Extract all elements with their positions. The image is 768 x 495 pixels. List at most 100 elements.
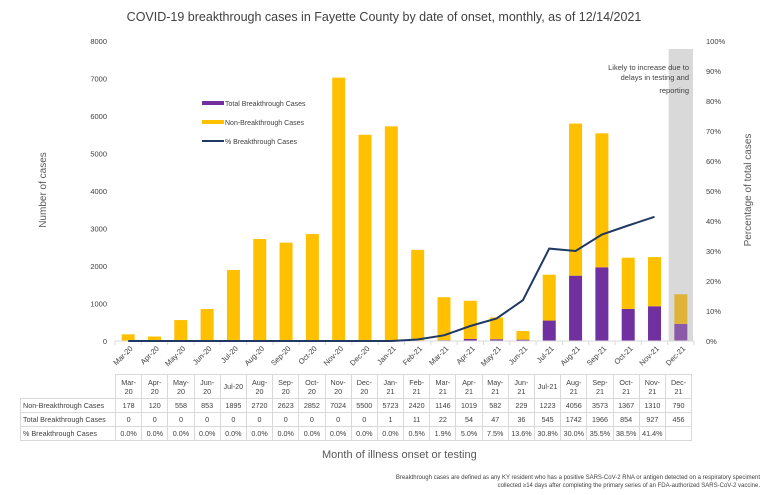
bar-non-breakthrough	[648, 257, 662, 307]
y2-tick-label: 90%	[706, 67, 721, 76]
y2-tick-label: 80%	[706, 97, 721, 106]
x-tick-label: Sep-21	[585, 344, 608, 367]
bar-non-breakthrough	[384, 126, 398, 341]
column-header: Mar- 20	[114, 374, 143, 399]
y-tick-label: 6000	[90, 112, 107, 121]
legend-label-pct: % Breakthrough Cases	[225, 139, 297, 146]
table-cell: 5500	[350, 398, 378, 413]
column-header: Mar- 21	[429, 374, 457, 399]
bar-non-breakthrough	[279, 242, 293, 341]
table-cell: 229	[507, 398, 536, 413]
table-cell: 0.0%	[193, 426, 221, 441]
table-cell: 1367	[612, 398, 640, 413]
column-header: Aug- 21	[560, 374, 588, 399]
table-cell: 0	[272, 412, 300, 427]
table-cell: 0.0%	[376, 426, 405, 441]
y-tick-label: 0	[103, 337, 107, 346]
y2-tick-label: 40%	[706, 217, 721, 226]
bar-non-breakthrough	[411, 249, 425, 341]
table-cell: 0	[114, 412, 143, 427]
legend: Total Breakthrough Cases Non-Breakthroug…	[202, 101, 306, 146]
bar-breakthrough	[463, 338, 477, 341]
table-cell: 790	[664, 398, 693, 413]
bar-non-breakthrough	[542, 274, 556, 321]
annotation: Likely to increase due to delays in test…	[608, 63, 689, 95]
column-header: Jun- 20	[193, 374, 221, 399]
x-tick-label: Jun-21	[507, 344, 530, 367]
table-row: Non-Breakthrough Cases 178 120 558 853 1895 27…	[20, 398, 693, 413]
y2-tick-label: 50%	[706, 187, 721, 196]
x-tick-label: Dec-21	[664, 344, 687, 367]
row-label: Total Breakthrough Cases	[20, 412, 116, 427]
bar-non-breakthrough	[121, 334, 135, 341]
table-cell: 41.4%	[638, 426, 666, 441]
y-axis-title: Number of cases	[38, 152, 49, 228]
column-header: Jun- 21	[507, 374, 536, 399]
table-cell: 1.9%	[429, 426, 457, 441]
table-cell: 30.0%	[560, 426, 588, 441]
data-table-header: Mar- 20 Apr- 20 May- 20 Jun- 20 Jul-20 Aug- 20 Sep-…	[20, 374, 693, 399]
x-tick-label: Nov-20	[322, 344, 345, 367]
data-table: Mar- 20 Apr- 20 May- 20 Jun- 20 Jul-20 Aug- 20 Sep-…	[20, 374, 693, 441]
bar-non-breakthrough	[147, 336, 161, 341]
annotation-line-3: reporting	[659, 86, 689, 95]
table-cell: 0	[219, 412, 247, 427]
table-cell: 1146	[429, 398, 457, 413]
legend-swatch-breakthrough	[202, 101, 224, 105]
table-cell: 0	[350, 412, 378, 427]
x-tick-label: May-21	[479, 344, 503, 368]
legend-label-breakthrough: Total Breakthrough Cases	[225, 101, 306, 108]
x-axis-labels: Mar-20 Apr-20 May-20 Jun-20 Jul-20 Aug-20 Sep-…	[111, 344, 687, 368]
column-header: Nov- 21	[638, 374, 666, 399]
column-header: Nov- 20	[324, 374, 352, 399]
x-tick-label: Sep-20	[269, 344, 292, 367]
x-tick-label: Apr-20	[139, 344, 161, 366]
table-cell: 0	[193, 412, 221, 427]
column-header: Jul-21	[533, 374, 562, 399]
footnote-line-1: Breakthrough cases are defined as any KY…	[395, 475, 760, 481]
y2-tick-label: 70%	[706, 127, 721, 136]
footnote: Breakthrough cases are defined as any KY…	[396, 474, 760, 490]
y-axis-left: 0 1000 2000 3000 4000 5000 6000 7000 8000	[90, 37, 107, 346]
x-tick-label: May-20	[163, 344, 187, 368]
annotation-line-2: delays in testing and	[621, 73, 689, 82]
table-cell: 1895	[219, 398, 247, 413]
table-cell: 2852	[298, 398, 326, 413]
table-cell: 35.5%	[586, 426, 614, 441]
bars	[121, 77, 688, 341]
bar-non-breakthrough	[174, 320, 188, 341]
column-header: Apr- 21	[455, 374, 483, 399]
table-cell: 0.0%	[350, 426, 378, 441]
bar-breakthrough	[569, 275, 583, 341]
chart: COVID-19 breakthrough cases in Fayette C…	[38, 10, 754, 368]
table-cell: 0.0%	[272, 426, 300, 441]
table-cell: 0.0%	[141, 426, 169, 441]
y-tick-label: 5000	[90, 150, 107, 159]
x-tick-label: Jan-21	[375, 344, 398, 367]
bar-non-breakthrough	[305, 234, 319, 341]
y2-tick-label: 20%	[706, 277, 721, 286]
table-cell: 178	[114, 398, 143, 413]
column-header: Dec- 21	[664, 374, 693, 399]
table-cell: 36	[507, 412, 536, 427]
table-cell	[664, 426, 693, 441]
x-tick-label: Dec-20	[348, 344, 371, 367]
table-cell: 5723	[376, 398, 405, 413]
table-cell: 0.0%	[324, 426, 352, 441]
bar-non-breakthrough	[200, 309, 214, 341]
bar-non-breakthrough	[463, 300, 477, 339]
bar-non-breakthrough	[569, 123, 583, 276]
y2-tick-label: 0%	[706, 337, 717, 346]
x-tick-label: Aug-21	[559, 344, 582, 367]
column-header: Apr- 20	[141, 374, 169, 399]
y-tick-label: 7000	[90, 75, 107, 84]
x-tick-label: Oct-20	[297, 344, 319, 366]
bar-breakthrough	[674, 323, 688, 341]
bar-non-breakthrough	[253, 239, 267, 341]
table-row: Total Breakthrough Cases 0 0 0 0 0 0 0 0 0 0 1 11 22 5…	[20, 412, 693, 427]
table-cell: 0	[167, 412, 195, 427]
table-cell: 853	[193, 398, 221, 413]
footnote-line-2: collected ≥14 days after completing the …	[497, 483, 760, 489]
table-cell: 4056	[560, 398, 588, 413]
legend-label-non-breakthrough: Non-Breakthrough Cases	[225, 120, 304, 127]
